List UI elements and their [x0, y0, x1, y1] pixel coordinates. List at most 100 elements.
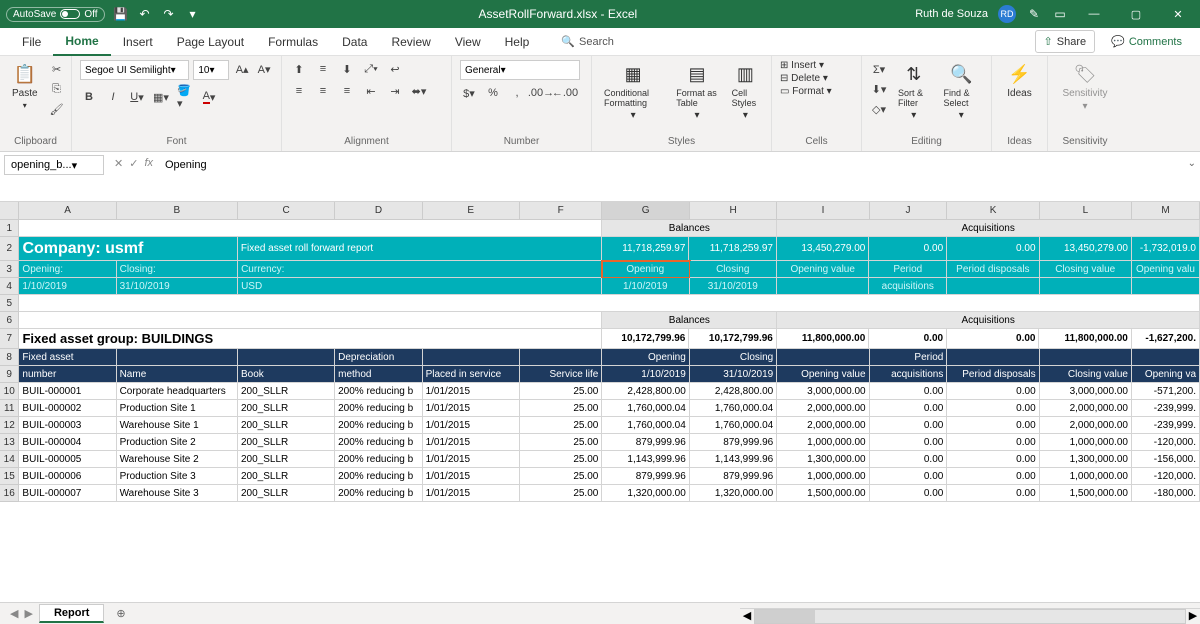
delete-cells-button[interactable]: ⊟ Delete ▾	[780, 73, 853, 84]
autosave-toggle[interactable]: AutoSave Off	[6, 7, 105, 22]
tab-file[interactable]: File	[10, 29, 53, 55]
total-opening-value[interactable]: 13,450,279.00	[777, 237, 869, 261]
privacy-icon[interactable]: ✎	[1026, 6, 1042, 22]
asset-name[interactable]: Production Site 2	[117, 434, 238, 451]
asset-closing-value[interactable]: 2,000,000.00	[1040, 417, 1132, 434]
decrease-font-icon[interactable]: A▾	[255, 60, 273, 78]
group-cat-balances[interactable]: Balances	[602, 312, 777, 329]
col-header-D[interactable]: D	[335, 202, 422, 220]
italic-icon[interactable]: I	[104, 88, 122, 106]
asset-name[interactable]: Production Site 3	[117, 468, 238, 485]
format-painter-icon[interactable]: 🖌	[48, 100, 66, 118]
fill-color-icon[interactable]: 🪣▾	[176, 88, 194, 106]
asset-opening-value[interactable]: 2,000,000.00	[777, 400, 869, 417]
th-opening[interactable]: Opening	[602, 349, 689, 366]
cell[interactable]	[19, 220, 602, 237]
asset-book[interactable]: 200_SLLR	[238, 485, 335, 502]
cell[interactable]	[777, 349, 869, 366]
asset-depr-method[interactable]: 200% reducing b	[335, 468, 422, 485]
asset-m[interactable]: -180,000.	[1132, 485, 1200, 502]
asset-period-acq[interactable]: 0.00	[870, 383, 948, 400]
col-header-F[interactable]: F	[520, 202, 603, 220]
th-m[interactable]: Opening va	[1132, 366, 1200, 383]
asset-service-life[interactable]: 25.00	[520, 400, 603, 417]
tab-help[interactable]: Help	[493, 29, 542, 55]
increase-indent-icon[interactable]: ⇥	[386, 82, 404, 100]
header-date-g[interactable]: 1/10/2019	[602, 278, 690, 295]
col-label-period-disp[interactable]: Period disposals	[947, 261, 1039, 278]
asset-placed[interactable]: 1/01/2015	[423, 417, 520, 434]
sensitivity-button[interactable]: 🏷 Sensitivity ▾	[1056, 60, 1114, 134]
group-total-g[interactable]: 10,172,799.96	[602, 329, 690, 349]
fx-icon[interactable]: fx	[144, 157, 153, 170]
asset-opening[interactable]: 879,999.96	[602, 434, 689, 451]
increase-font-icon[interactable]: A▴	[233, 60, 251, 78]
row-header[interactable]: 6	[0, 312, 19, 329]
asset-service-life[interactable]: 25.00	[520, 451, 603, 468]
expand-formula-bar-icon[interactable]: ⌄	[1188, 158, 1196, 169]
cell[interactable]	[117, 349, 238, 366]
asset-book[interactable]: 200_SLLR	[238, 451, 335, 468]
row-header[interactable]: 15	[0, 468, 19, 485]
asset-period-disp[interactable]: 0.00	[947, 417, 1039, 434]
asset-m[interactable]: -239,999.	[1132, 417, 1200, 434]
asset-period-acq[interactable]: 0.00	[870, 468, 948, 485]
asset-opening-value[interactable]: 1,300,000.00	[777, 451, 869, 468]
asset-book[interactable]: 200_SLLR	[238, 383, 335, 400]
closing-label[interactable]: Closing:	[117, 261, 238, 278]
tab-review[interactable]: Review	[379, 29, 442, 55]
insert-cells-button[interactable]: ⊞ Insert ▾	[780, 60, 853, 71]
total-opening[interactable]: 11,718,259.97	[602, 237, 690, 261]
asset-number[interactable]: BUIL-000006	[19, 468, 116, 485]
new-sheet-button[interactable]: ⊕	[110, 607, 131, 620]
cell[interactable]	[423, 349, 520, 366]
group-total-k[interactable]: 0.00	[947, 329, 1039, 349]
undo-icon[interactable]: ↶	[137, 6, 153, 22]
bold-icon[interactable]: B	[80, 88, 98, 106]
comma-icon[interactable]: ,	[508, 84, 526, 102]
qat-dropdown-icon[interactable]: ▾	[185, 6, 201, 22]
category-acquisitions[interactable]: Acquisitions	[777, 220, 1200, 237]
accounting-icon[interactable]: $▾	[460, 84, 478, 102]
asset-closing-value[interactable]: 1,000,000.00	[1040, 468, 1132, 485]
asset-placed[interactable]: 1/01/2015	[423, 451, 520, 468]
group-total-j[interactable]: 0.00	[869, 329, 947, 349]
col-header-A[interactable]: A	[19, 202, 116, 220]
col-header-G[interactable]: G	[602, 202, 689, 220]
asset-closing-value[interactable]: 1,300,000.00	[1040, 451, 1132, 468]
wrap-text-icon[interactable]: ↩	[386, 60, 404, 78]
asset-opening-value[interactable]: 3,000,000.00	[777, 383, 869, 400]
row-header[interactable]: 11	[0, 400, 19, 417]
group-total-h[interactable]: 10,172,799.96	[689, 329, 777, 349]
cell[interactable]	[520, 349, 603, 366]
asset-closing[interactable]: 879,999.96	[690, 434, 777, 451]
cell[interactable]	[19, 295, 1200, 312]
tab-home[interactable]: Home	[53, 28, 110, 56]
col-label-period2[interactable]: acquisitions	[869, 278, 947, 295]
th-period-disp[interactable]: Period disposals	[947, 366, 1039, 383]
asset-opening-value[interactable]: 1,000,000.00	[777, 468, 869, 485]
opening-date[interactable]: 1/10/2019	[19, 278, 116, 295]
th-depr1[interactable]: Depreciation	[335, 349, 422, 366]
asset-opening[interactable]: 2,428,800.00	[602, 383, 689, 400]
col-label-opening[interactable]: Opening	[602, 261, 690, 278]
row-header[interactable]: 14	[0, 451, 19, 468]
ribbon-display-icon[interactable]: ▭	[1052, 6, 1068, 22]
total-m[interactable]: -1,732,019.0	[1132, 237, 1200, 261]
cell[interactable]	[238, 349, 335, 366]
number-format-combo[interactable]: General ▾	[460, 60, 580, 80]
th-placed[interactable]: Placed in service	[423, 366, 520, 383]
asset-opening[interactable]: 879,999.96	[602, 468, 689, 485]
asset-number[interactable]: BUIL-000003	[19, 417, 116, 434]
asset-book[interactable]: 200_SLLR	[238, 400, 335, 417]
asset-period-disp[interactable]: 0.00	[947, 485, 1039, 502]
cut-icon[interactable]: ✂	[48, 60, 66, 78]
tab-insert[interactable]: Insert	[111, 29, 165, 55]
col-header-L[interactable]: L	[1040, 202, 1132, 220]
th-service[interactable]: Service life	[520, 366, 603, 383]
font-color-icon[interactable]: A▾	[200, 88, 218, 106]
asset-m[interactable]: -156,000.	[1132, 451, 1200, 468]
cell[interactable]	[1040, 349, 1132, 366]
asset-period-disp[interactable]: 0.00	[947, 434, 1039, 451]
close-button[interactable]: ✕	[1162, 0, 1194, 28]
